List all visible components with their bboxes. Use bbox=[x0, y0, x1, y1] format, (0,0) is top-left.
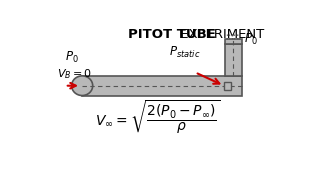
Text: $V_\infty = \sqrt{\dfrac{2(P_0 - P_\infty)}{\rho}}$: $V_\infty = \sqrt{\dfrac{2(P_0 - P_\inft… bbox=[95, 99, 220, 136]
Text: EXPERIMENT: EXPERIMENT bbox=[176, 28, 264, 41]
Bar bbox=[224, 82, 231, 90]
Text: $P_0$: $P_0$ bbox=[65, 49, 78, 64]
Text: $P_{static}$: $P_{static}$ bbox=[169, 45, 201, 60]
Circle shape bbox=[72, 76, 93, 96]
Text: $V_B = 0$: $V_B = 0$ bbox=[57, 67, 92, 81]
Bar bbox=[225, 39, 242, 44]
Text: PITOT TUBE: PITOT TUBE bbox=[128, 28, 216, 41]
Bar bbox=[82, 76, 242, 96]
Bar bbox=[225, 44, 242, 76]
Text: $P_0$: $P_0$ bbox=[244, 32, 258, 47]
